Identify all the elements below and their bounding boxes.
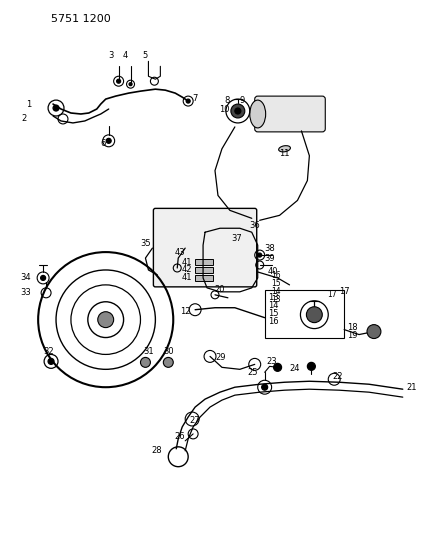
Text: 41: 41: [181, 257, 192, 266]
Text: 8: 8: [225, 95, 230, 104]
Text: 42: 42: [181, 265, 192, 274]
Circle shape: [258, 253, 262, 257]
Text: 37: 37: [232, 233, 242, 243]
Text: 41: 41: [181, 273, 192, 282]
Text: 43: 43: [175, 248, 185, 256]
Circle shape: [140, 358, 150, 367]
Text: 32: 32: [44, 347, 54, 356]
Circle shape: [106, 139, 111, 143]
Circle shape: [273, 364, 282, 372]
Text: 39: 39: [265, 254, 275, 263]
Bar: [195, 267, 213, 273]
Circle shape: [163, 358, 173, 367]
Text: 28: 28: [152, 446, 162, 455]
Text: 29: 29: [215, 353, 226, 362]
FancyBboxPatch shape: [255, 96, 325, 132]
Text: 9: 9: [239, 95, 244, 104]
Text: 17: 17: [339, 287, 350, 296]
Text: 3: 3: [108, 51, 113, 60]
Text: 17: 17: [327, 290, 337, 300]
Text: 33: 33: [21, 288, 31, 297]
Text: 13: 13: [272, 295, 281, 304]
Bar: [195, 275, 213, 281]
Text: 22: 22: [332, 372, 342, 381]
Circle shape: [306, 306, 322, 322]
Text: 6: 6: [100, 139, 105, 148]
Text: 14: 14: [272, 287, 281, 296]
Text: 40: 40: [268, 268, 278, 277]
Circle shape: [186, 99, 190, 103]
Circle shape: [262, 384, 268, 390]
Text: 30: 30: [163, 347, 174, 356]
Circle shape: [129, 83, 132, 86]
Text: 21: 21: [407, 383, 417, 392]
Text: 24: 24: [289, 364, 300, 373]
Text: 1: 1: [26, 100, 31, 109]
Bar: [195, 259, 213, 265]
Circle shape: [98, 312, 114, 328]
Text: 25: 25: [247, 368, 258, 377]
Ellipse shape: [279, 146, 291, 152]
Text: 20: 20: [215, 285, 225, 294]
Text: 12: 12: [180, 307, 190, 316]
Text: 31: 31: [143, 347, 154, 356]
Text: 16: 16: [272, 271, 281, 280]
Circle shape: [231, 104, 245, 118]
Text: 5751 1200: 5751 1200: [51, 14, 111, 23]
Text: 19: 19: [347, 331, 358, 340]
Circle shape: [307, 362, 315, 370]
Circle shape: [53, 105, 59, 111]
Circle shape: [367, 325, 381, 338]
Text: 2: 2: [21, 115, 26, 124]
Circle shape: [41, 276, 46, 280]
Circle shape: [235, 108, 241, 114]
Text: 23: 23: [266, 357, 277, 366]
Text: 5: 5: [143, 51, 148, 60]
Ellipse shape: [250, 100, 266, 128]
Text: 11: 11: [279, 149, 290, 158]
Text: 38: 38: [265, 244, 276, 253]
Text: 35: 35: [140, 239, 151, 248]
Text: 4: 4: [123, 51, 128, 60]
Text: 16: 16: [268, 317, 278, 326]
Text: 10: 10: [220, 104, 230, 114]
FancyBboxPatch shape: [153, 208, 257, 287]
Text: 36: 36: [250, 221, 260, 230]
Text: 7: 7: [193, 94, 198, 102]
Text: 13: 13: [268, 293, 278, 302]
Text: 15: 15: [272, 279, 281, 288]
Text: 14: 14: [268, 301, 278, 310]
Circle shape: [117, 79, 121, 83]
Circle shape: [48, 358, 54, 365]
Bar: [265, 290, 344, 337]
Text: 27: 27: [190, 416, 200, 425]
Text: 34: 34: [21, 273, 31, 282]
Text: 15: 15: [268, 309, 278, 318]
Text: 26: 26: [175, 432, 185, 441]
Text: 18: 18: [347, 323, 358, 332]
